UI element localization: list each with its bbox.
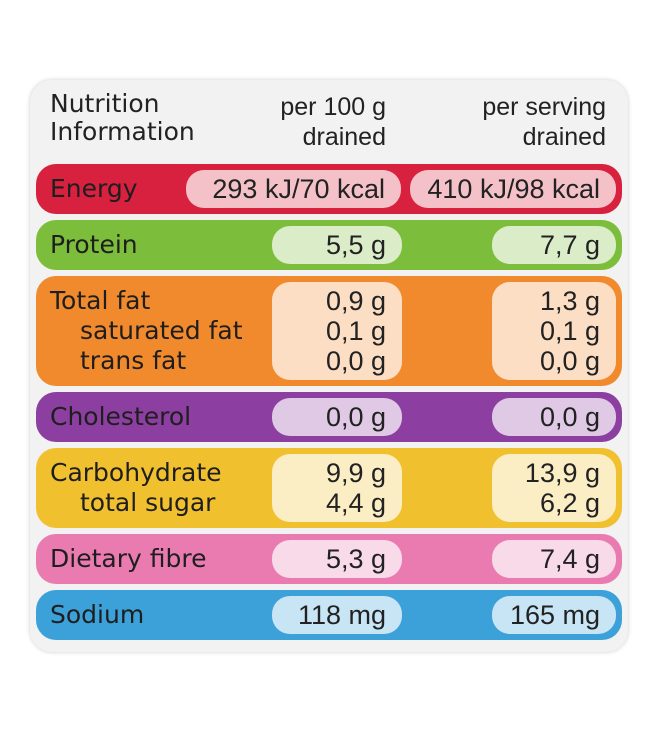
nutrient-row: Dietary fibre 5,3 g 7,4 g [36, 534, 622, 584]
value-per-100g: 0,0 g [272, 398, 402, 436]
value: 6,2 g [539, 488, 600, 518]
value: 0,0 g [325, 346, 386, 376]
value: 5,3 g [325, 544, 386, 574]
value: 5,5 g [325, 230, 386, 260]
title: Nutrition Information [50, 90, 195, 146]
column-header-line: per serving [482, 93, 606, 121]
value-per-serving: 7,7 g [492, 226, 616, 264]
nutrient-labels: Dietary fibre [36, 544, 622, 574]
nutrition-label: Nutrition Information per 100 g drained … [30, 80, 628, 652]
nutrient-labels: Cholesterol [36, 402, 622, 432]
column-header: per 100 g drained [280, 92, 386, 152]
value: 7,7 g [539, 230, 600, 260]
value-per-serving: 7,4 g [492, 540, 616, 578]
nutrient-name: Sodium [50, 600, 145, 629]
value: 118 mg [297, 600, 386, 630]
value-per-serving: 13,9 g 6,2 g [492, 454, 616, 522]
title-line: Information [50, 117, 195, 146]
value: 410 kJ/98 kcal [427, 174, 600, 204]
nutrient-row: Cholesterol 0,0 g 0,0 g [36, 392, 622, 442]
nutrient-name: Carbohydrate [50, 458, 222, 487]
nutrient-labels: Protein [36, 230, 622, 260]
value: 7,4 g [539, 544, 600, 574]
value: 165 mg [509, 600, 600, 630]
nutrient-labels: Total fat saturated fat trans fat [36, 286, 622, 376]
nutrient-name: Total fat [50, 286, 151, 315]
nutrient-labels: Carbohydrate total sugar [36, 458, 622, 518]
value-per-100g: 293 kJ/70 kcal [186, 170, 401, 208]
value-per-serving: 1,3 g 0,1 g 0,0 g [492, 282, 616, 380]
nutrient-row: Total fat saturated fat trans fat 0,9 g 0,1 … [36, 276, 622, 386]
value: 9,9 g [325, 458, 386, 488]
rows: Energy 293 kJ/70 kcal 410 kJ/98 kcal Protei… [36, 164, 622, 640]
value: 4,4 g [325, 488, 386, 518]
nutrient-name: Cholesterol [50, 402, 192, 431]
value: 0,9 g [325, 286, 386, 316]
value-per-100g: 5,5 g [272, 226, 402, 264]
value-per-100g: 0,9 g 0,1 g 0,0 g [272, 282, 402, 380]
column-header-line: drained [522, 123, 606, 151]
title-line: Nutrition [50, 89, 160, 118]
nutrient-row: Protein 5,5 g 7,7 g [36, 220, 622, 270]
value: 0,0 g [539, 346, 600, 376]
value: 13,9 g [524, 458, 600, 488]
value-per-100g: 5,3 g [272, 540, 402, 578]
nutrient-name: Protein [50, 230, 138, 259]
column-header-line: drained [302, 123, 386, 151]
value-per-100g: 118 mg [272, 596, 402, 634]
nutrient-name: Energy [50, 174, 138, 203]
nutrient-labels: Sodium [36, 600, 622, 630]
value: 0,0 g [539, 402, 600, 432]
value: 0,1 g [325, 316, 386, 346]
nutrient-row: Energy 293 kJ/70 kcal 410 kJ/98 kcal [36, 164, 622, 214]
nutrient-name: trans fat [80, 346, 187, 375]
value-per-100g: 9,9 g 4,4 g [272, 454, 402, 522]
value: 0,0 g [325, 402, 386, 432]
nutrient-name: Dietary fibre [50, 544, 207, 573]
nutrient-name: saturated fat [80, 316, 243, 345]
nutrient-row: Sodium 118 mg 165 mg [36, 590, 622, 640]
nutrient-labels: Energy [36, 174, 622, 204]
header: Nutrition Information per 100 g drained … [30, 80, 628, 160]
value: 1,3 g [539, 286, 600, 316]
nutrient-name: total sugar [80, 488, 216, 517]
value-per-serving: 410 kJ/98 kcal [410, 170, 616, 208]
column-header-line: per 100 g [280, 93, 386, 121]
value-per-serving: 165 mg [492, 596, 616, 634]
value: 0,1 g [539, 316, 600, 346]
value-per-serving: 0,0 g [492, 398, 616, 436]
column-header: per serving drained [482, 92, 606, 152]
value: 293 kJ/70 kcal [212, 174, 385, 204]
